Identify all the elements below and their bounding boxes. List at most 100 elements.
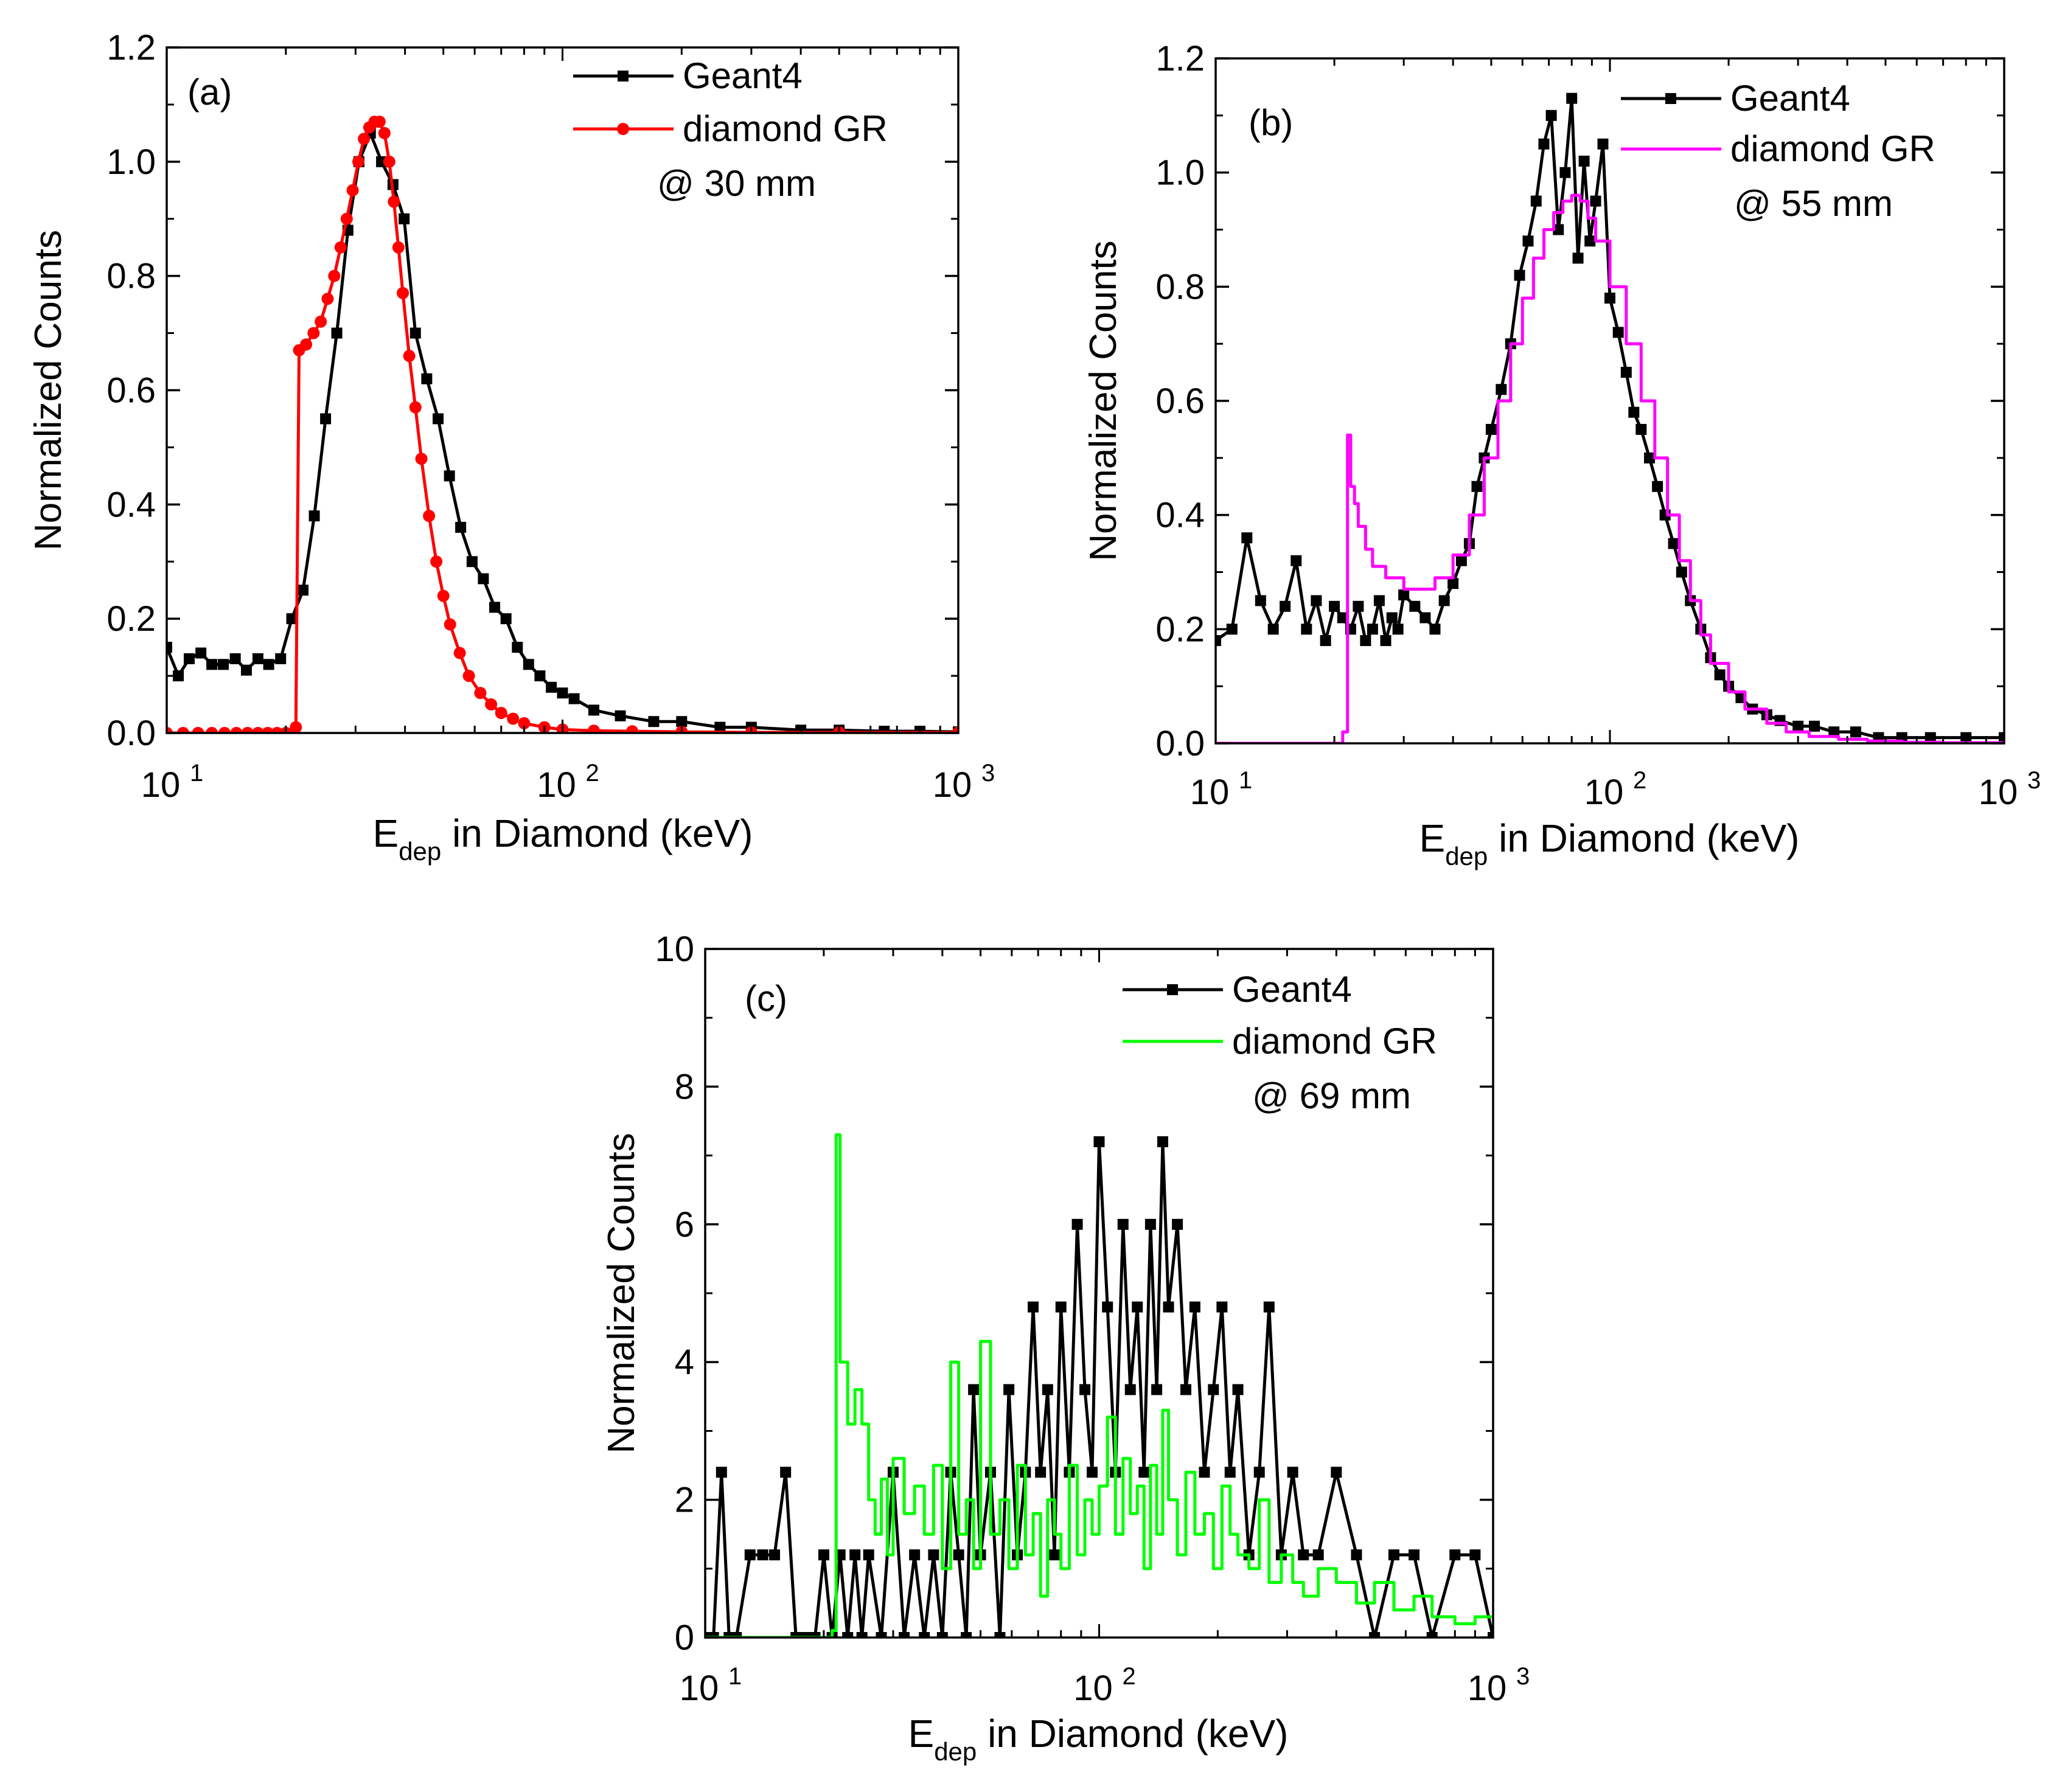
panel-label: (c) — [745, 978, 787, 1019]
data-point — [1151, 1384, 1163, 1395]
legend: Geant4 diamond GR — [573, 55, 888, 149]
data-point — [1353, 600, 1364, 612]
y-tick-label: 0.4 — [1155, 496, 1205, 535]
data-point — [1485, 423, 1497, 435]
x-tick-label: 10 — [1979, 773, 2018, 812]
data-point — [328, 269, 341, 282]
data-point — [1620, 367, 1632, 378]
data-point — [1449, 1549, 1461, 1561]
data-point — [1360, 635, 1371, 647]
data-point — [780, 1467, 792, 1478]
data-point — [206, 659, 218, 670]
x-tick-exponent: 3 — [981, 760, 995, 787]
data-point — [534, 670, 546, 682]
data-point — [909, 1549, 921, 1561]
data-point — [1180, 1384, 1192, 1395]
series-line-1 — [167, 131, 958, 733]
data-point — [1530, 195, 1542, 207]
data-point — [648, 716, 660, 728]
data-point — [1409, 600, 1421, 612]
data-point — [1538, 138, 1550, 150]
data-point — [1224, 1467, 1236, 1478]
data-point — [218, 727, 231, 733]
data-point — [1792, 720, 1804, 732]
data-point — [1808, 720, 1820, 732]
series-line-1 — [705, 1140, 1493, 1637]
data-point — [263, 659, 274, 670]
data-point — [1241, 532, 1253, 544]
data-point — [952, 726, 958, 733]
data-point — [184, 653, 195, 664]
data-point — [626, 725, 639, 733]
data-point — [1409, 1549, 1420, 1561]
data-point — [1644, 452, 1656, 464]
data-point — [252, 653, 263, 664]
y-tick-label: 10 — [655, 929, 694, 969]
data-point — [1924, 732, 1936, 743]
y-tick-label: 6 — [675, 1205, 694, 1245]
data-point — [241, 664, 253, 676]
data-point — [1253, 1467, 1265, 1478]
data-point — [466, 556, 478, 568]
legend-marker — [1665, 93, 1676, 104]
data-point — [399, 213, 410, 224]
legend-label: diamond GR — [1232, 1021, 1437, 1061]
data-point — [1392, 623, 1404, 635]
data-point — [1652, 481, 1663, 492]
data-point — [1469, 1549, 1481, 1561]
y-tick-label: 0.2 — [106, 599, 156, 639]
data-point — [307, 327, 320, 339]
data-point — [489, 602, 501, 613]
data-point — [856, 1632, 868, 1637]
data-point — [392, 241, 405, 254]
data-point — [173, 670, 184, 682]
data-point — [430, 555, 443, 568]
data-point — [478, 573, 489, 585]
data-point — [373, 116, 386, 128]
data-point — [495, 707, 507, 720]
data-point — [474, 687, 487, 700]
y-tick-label: 0.2 — [1155, 609, 1205, 649]
legend: Geant4 diamond GR — [1123, 969, 1437, 1061]
y-tick-label: 4 — [675, 1342, 694, 1382]
data-point — [546, 681, 557, 693]
plot-area — [705, 1133, 1493, 1637]
data-point — [358, 133, 371, 145]
data-point — [462, 670, 475, 682]
data-point — [1071, 1218, 1083, 1230]
data-point — [757, 1549, 768, 1561]
data-point — [1117, 1218, 1129, 1230]
legend-label: Geant4 — [683, 55, 803, 96]
data-point — [383, 155, 395, 168]
data-point — [290, 721, 302, 733]
data-point — [444, 618, 456, 631]
data-point — [1055, 1301, 1067, 1313]
data-point — [167, 727, 173, 733]
data-point — [388, 195, 400, 208]
data-point — [557, 687, 568, 699]
data-point — [1255, 595, 1266, 606]
panel-label: (b) — [1249, 102, 1293, 143]
data-point — [968, 1384, 980, 1395]
annotation-distance: @ 69 mm — [1252, 1075, 1411, 1116]
data-point — [512, 642, 523, 653]
data-point — [1267, 623, 1279, 635]
data-point — [1668, 538, 1679, 549]
data-point — [961, 1632, 972, 1637]
data-point — [378, 127, 391, 139]
plot-area — [167, 116, 958, 733]
x-axis-label: Edep in Diamond (keV) — [908, 1712, 1289, 1766]
x-tick-exponent: 1 — [190, 760, 203, 787]
series-line-2 — [1216, 193, 2004, 743]
data-point — [1850, 726, 1861, 738]
data-point — [397, 287, 409, 299]
legend-marker — [618, 71, 629, 82]
data-point — [1388, 1549, 1399, 1561]
chart-panel-2: 0.0 0.2 0.4 0.6 0.8 1.0 1.2 10 1 10 2 10 3 Normalized… — [1082, 39, 2041, 870]
data-point — [708, 1632, 719, 1637]
data-point — [1157, 1136, 1168, 1147]
series-markers-1 — [167, 127, 958, 733]
data-point — [1049, 1549, 1061, 1561]
data-point — [1828, 726, 1840, 738]
